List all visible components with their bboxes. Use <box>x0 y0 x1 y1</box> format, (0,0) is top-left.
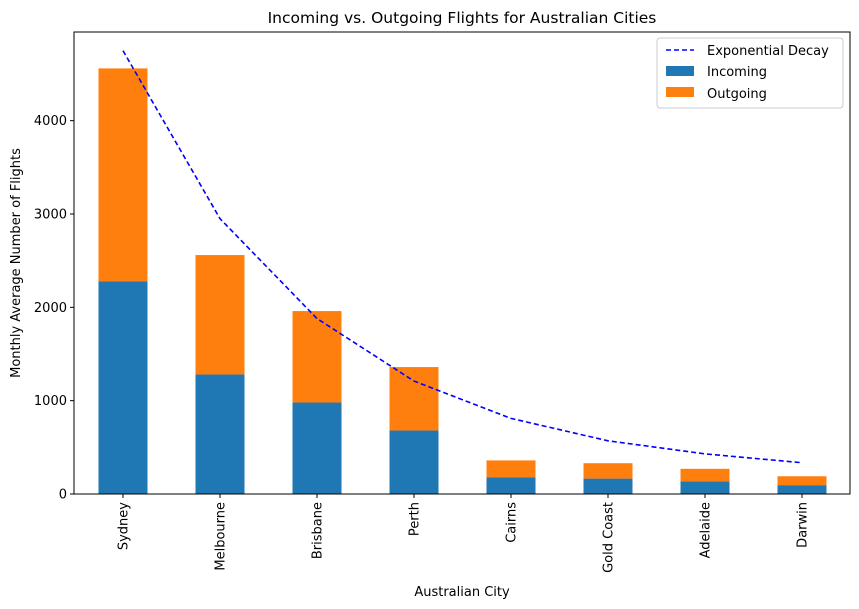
x-tick-label-adelaide: Adelaide <box>699 502 714 558</box>
x-axis-label: Australian City <box>414 585 510 600</box>
bar-outgoing-brisbane <box>292 311 342 403</box>
y-axis-ticks: 0 1000 2000 3000 4000 <box>34 114 74 503</box>
legend-swatch-outgoing <box>666 87 694 97</box>
bar-outgoing-cairns <box>486 460 536 478</box>
x-tick-label-cairns: Cairns <box>505 502 520 543</box>
bars-group <box>98 68 827 494</box>
legend-box <box>656 37 844 109</box>
bar-outgoing-darwin <box>777 476 827 486</box>
bar-incoming-adelaide <box>680 481 730 494</box>
bar-incoming-cairns <box>486 477 536 494</box>
bar-incoming-perth <box>389 430 439 494</box>
plot-frame <box>73 31 851 495</box>
bar-outgoing-perth <box>389 367 439 431</box>
x-axis-ticks: Sydney Melbourne Brisbane Perth Cairns Gold C… <box>117 494 811 573</box>
chart-title: Incoming vs. Outgoing Flights for Austra… <box>268 9 657 27</box>
legend: Exponential Decay Incoming Outgoing <box>656 37 844 109</box>
bar-outgoing-sydney <box>98 68 148 282</box>
line-exponential-decay <box>122 50 803 464</box>
y-tick-label: 0 <box>59 488 67 503</box>
x-tick-label-perth: Perth <box>408 502 423 536</box>
legend-label-incoming: Incoming <box>707 65 767 80</box>
legend-label-outgoing: Outgoing <box>707 87 767 102</box>
bar-incoming-darwin <box>777 485 827 494</box>
bar-incoming-gold-coast <box>583 478 633 494</box>
bar-outgoing-gold-coast <box>583 463 633 479</box>
y-tick-label: 2000 <box>34 301 67 316</box>
bar-outgoing-adelaide <box>680 468 730 482</box>
bar-incoming-brisbane <box>292 402 342 494</box>
y-tick-label: 3000 <box>34 208 67 223</box>
bar-outgoing-melbourne <box>195 255 245 375</box>
legend-swatch-incoming <box>666 66 694 76</box>
bar-incoming-sydney <box>98 281 148 494</box>
y-tick-label: 4000 <box>34 114 67 129</box>
bar-incoming-melbourne <box>195 374 245 494</box>
x-tick-label-sydney: Sydney <box>117 502 132 550</box>
line-layer <box>122 50 803 464</box>
x-tick-label-melbourne: Melbourne <box>214 502 229 571</box>
x-tick-label-brisbane: Brisbane <box>311 502 326 559</box>
x-tick-label-gold-coast: Gold Coast <box>602 502 617 573</box>
x-tick-label-darwin: Darwin <box>796 502 811 548</box>
y-axis-label: Monthly Average Number of Flights <box>9 148 24 378</box>
y-tick-label: 1000 <box>34 394 67 409</box>
legend-label-exponential-decay: Exponential Decay <box>707 44 829 59</box>
